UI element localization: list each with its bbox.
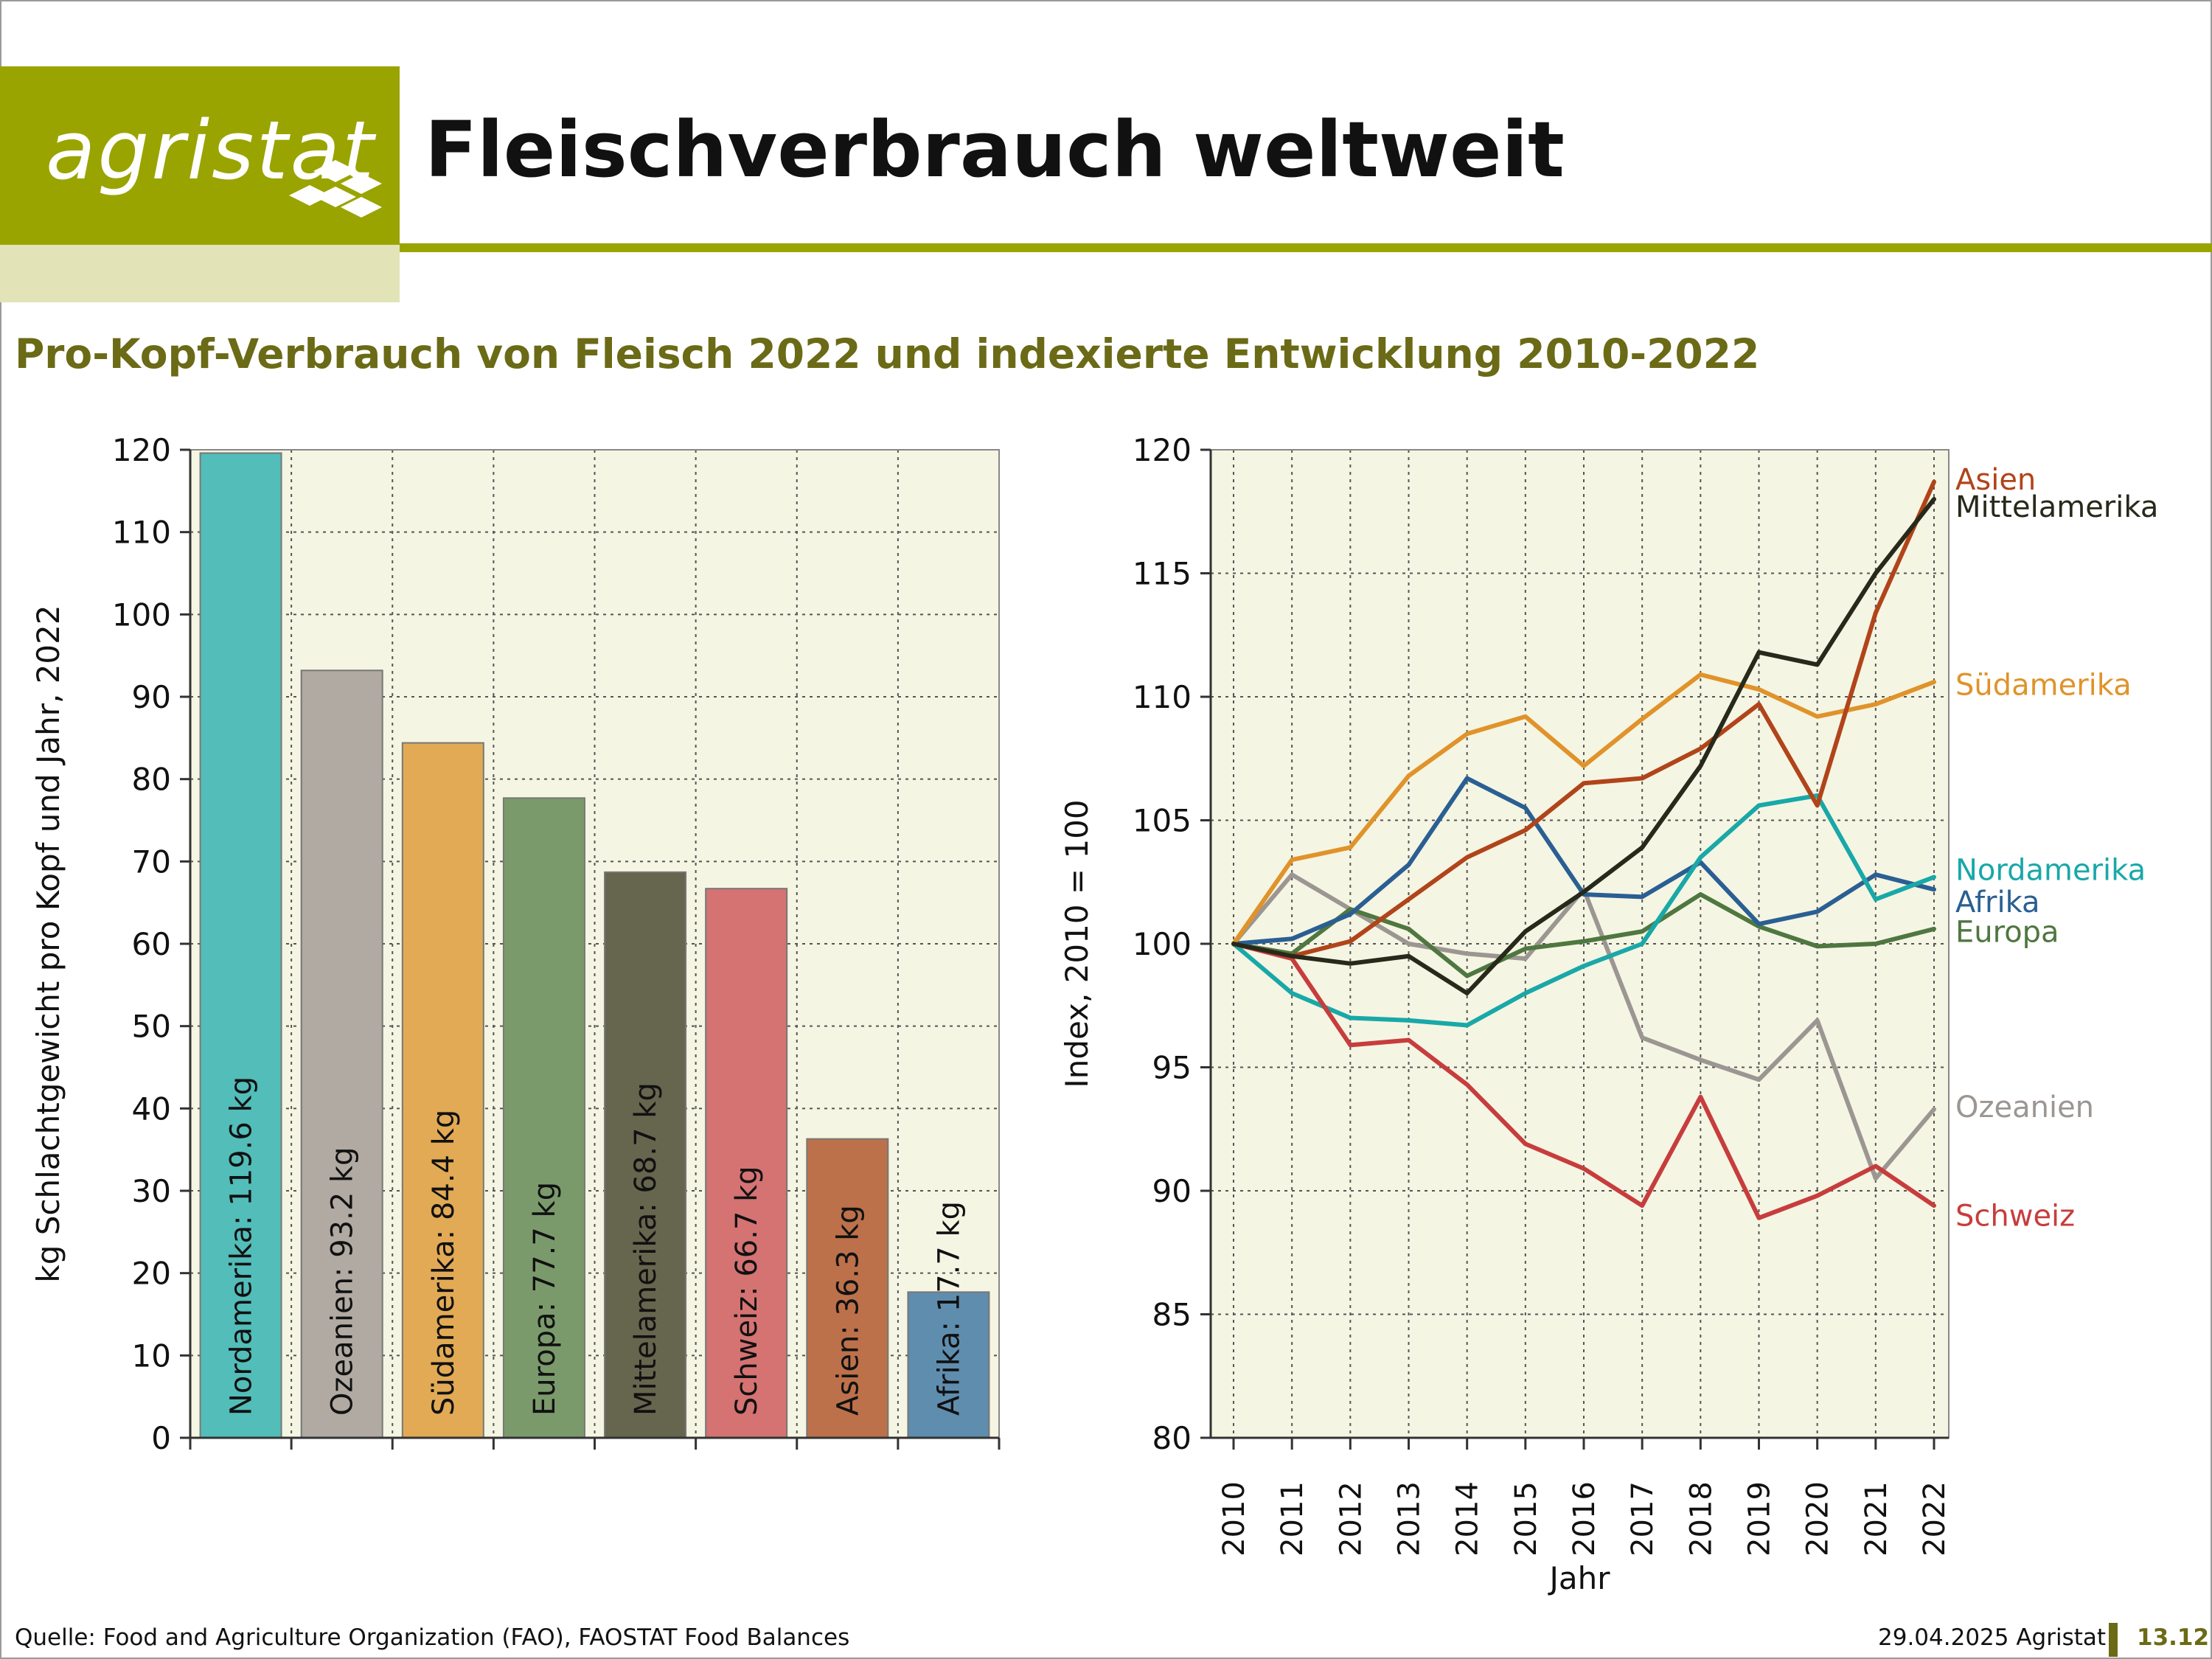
legend-label: Europa (1955, 915, 2059, 949)
legend-label: Mittelamerika (1955, 490, 2158, 524)
line-y-axis-label: Index, 2010 = 100 (1059, 799, 1095, 1088)
line-y-tick-label: 80 (1152, 1420, 1192, 1456)
logo-accent (0, 245, 400, 302)
series-line (1231, 942, 1936, 1220)
line-x-tick-label: 2010 (1217, 1481, 1251, 1557)
bar-y-tick-label: 80 (132, 762, 171, 798)
line-x-tick-label: 2019 (1743, 1481, 1777, 1557)
line-y-tick-label: 105 (1133, 803, 1192, 839)
line-x-tick-label: 2018 (1684, 1481, 1718, 1557)
bar-data-label: Mittelamerika: 68.7 kg (629, 1082, 663, 1416)
legend-label: Schweiz (1955, 1200, 2075, 1234)
line-x-tick-label: 2017 (1626, 1481, 1660, 1557)
bar (604, 871, 687, 1439)
bar-data-label: Ozeanien: 93.2 kg (326, 1147, 360, 1416)
bar-y-tick-label: 40 (132, 1091, 171, 1127)
bar-y-tick-label: 10 (132, 1338, 171, 1374)
line-x-tick-label: 2014 (1451, 1481, 1485, 1557)
bar-y-tick-label: 70 (132, 844, 171, 880)
line-x-tick-label: 2016 (1568, 1481, 1601, 1557)
bar-y-tick-label: 30 (132, 1173, 171, 1209)
bar-y-tick-label: 60 (132, 926, 171, 962)
footer-date: 29.04.2025 Agristat (1878, 1624, 2107, 1651)
line-x-tick-label: 2022 (1918, 1481, 1952, 1557)
line-y-tick-label: 95 (1152, 1050, 1192, 1086)
bar-y-tick-label: 0 (151, 1420, 171, 1456)
line-x-tick-label: 2013 (1393, 1481, 1427, 1557)
bar (705, 888, 788, 1439)
line-y-tick-label: 115 (1133, 556, 1192, 592)
bar-y-tick-label: 50 (132, 1009, 171, 1045)
page-title: Fleischverbrauch weltweit (425, 105, 1565, 195)
line-x-tick-label: 2012 (1334, 1481, 1368, 1557)
line-x-tick-label: 2021 (1860, 1481, 1893, 1557)
bar (300, 669, 383, 1439)
line-y-tick-label: 85 (1152, 1297, 1192, 1333)
bar-y-tick-label: 120 (112, 432, 171, 468)
legend-label: Ozeanien (1955, 1091, 2094, 1124)
bar-data-label: Nordamerika: 119.6 kg (225, 1077, 259, 1416)
line-x-tick-label: 2020 (1801, 1481, 1835, 1557)
bar-y-tick-label: 110 (112, 515, 171, 551)
bar-data-label: Asien: 36.3 kg (831, 1205, 865, 1416)
header-rule (400, 243, 2212, 252)
footer-page-number: 13.12 (2137, 1624, 2210, 1651)
bar (199, 452, 282, 1439)
legend-label: Südamerika (1955, 668, 2132, 702)
logo-diamond-icon (289, 160, 382, 218)
bar-data-label: Europa: 77.7 kg (528, 1182, 562, 1416)
line-x-tick-label: 2011 (1276, 1481, 1310, 1557)
bar-y-tick-label: 20 (132, 1256, 171, 1292)
legend-label: Nordamerika (1955, 854, 2146, 888)
bar-chart: Nordamerika: 119.6 kg Ozeanien: 93.2 kg Sü… (30, 432, 1001, 1456)
series-line (1231, 479, 1936, 959)
line-y-tick-label: 120 (1133, 432, 1192, 468)
bar (806, 1138, 889, 1439)
footer-source: Quelle: Food and Agriculture Organizatio… (15, 1624, 850, 1651)
logo-block (0, 66, 400, 245)
series-line (1231, 672, 1936, 946)
line-chart: 80 85 90 95 100 105 110 115 120 2010 2011 2012 2013 2… (1059, 432, 2158, 1596)
line-y-tick-label: 110 (1133, 679, 1192, 715)
bar-y-tick-label: 90 (132, 679, 171, 715)
logo-text: agristat (46, 103, 376, 198)
bar (401, 742, 484, 1439)
bar-y-tick-label: 100 (112, 597, 171, 633)
bar-data-label: Schweiz: 66.7 kg (730, 1166, 764, 1416)
legend-label: Asien (1955, 463, 2036, 497)
bar-y-axis-label: kg Schlachtgewicht pro Kopf und Jahr, 20… (30, 605, 66, 1282)
line-y-tick-label: 100 (1133, 926, 1192, 962)
line-x-axis-label: Jahr (1547, 1560, 1610, 1596)
bar (502, 797, 585, 1439)
series-line (1231, 892, 1936, 978)
line-y-tick-label: 90 (1152, 1173, 1192, 1209)
page-subtitle: Pro-Kopf-Verbrauch von Fleisch 2022 und … (15, 330, 1760, 378)
bar-data-label: Afrika: 17.7 kg (932, 1201, 966, 1416)
line-x-tick-label: 2015 (1509, 1481, 1543, 1557)
legend-label: Afrika (1955, 886, 2040, 919)
bar (907, 1291, 990, 1439)
series-line (1231, 793, 1936, 1028)
footer-divider (2109, 1623, 2118, 1657)
series-line (1231, 497, 1936, 995)
bar-data-label: Südamerika: 84.4 kg (427, 1110, 461, 1416)
